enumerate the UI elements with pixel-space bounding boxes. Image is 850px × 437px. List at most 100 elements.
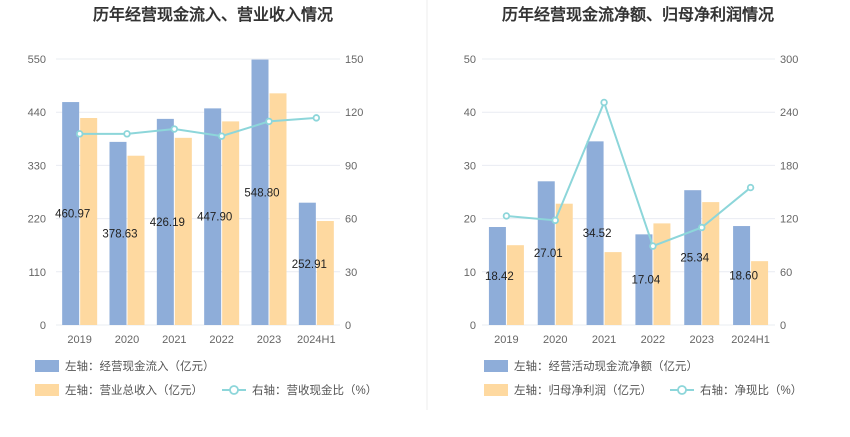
chart-panel-2: 历年经营现金流净额、归母净利润情况 0 0 10 60 20 120 30 180 40 240 5… (464, 5, 802, 397)
x-axis-tick-label: 2019 (67, 334, 91, 346)
chart-title: 历年经营现金流净额、归母净利润情况 (502, 5, 774, 24)
bar-primary (156, 118, 174, 325)
x-axis-tick-label: 2019 (494, 334, 518, 346)
chart-title: 历年经营现金流入、营业收入情况 (93, 5, 333, 24)
bar-secondary (127, 155, 145, 325)
bar-data-label: 252.91 (292, 259, 327, 271)
right-axis-tick-label: 240 (780, 107, 798, 119)
bar-data-label: 34.52 (583, 228, 612, 240)
bar-secondary (702, 202, 720, 325)
line-point (746, 183, 755, 192)
line-series (506, 99, 752, 248)
bar-secondary (316, 221, 334, 325)
line-point (75, 130, 84, 138)
bar-secondary (506, 245, 524, 325)
bar-data-label: 18.60 (729, 271, 758, 283)
bar-data-label: 460.97 (55, 209, 90, 221)
x-axis-tick-label: 2021 (162, 334, 186, 346)
right-axis-tick-label: 180 (780, 160, 798, 172)
line-point (123, 130, 131, 138)
bar-primary (586, 141, 604, 325)
x-axis-tick-label: 2024H1 (731, 334, 770, 346)
left-axis-tick-label: 40 (464, 107, 476, 119)
left-axis-tick-label: 50 (464, 54, 476, 66)
x-axis-tick-label: 2022 (641, 334, 665, 346)
x-axis-tick-label: 2020 (115, 334, 139, 346)
right-axis-tick-label: 120 (345, 107, 363, 119)
right-axis-tick-label: 30 (345, 267, 357, 279)
bar-secondary (751, 261, 769, 325)
legend-label: 左轴：经营现金流入（亿元） (65, 359, 215, 373)
bar-data-label: 27.01 (534, 248, 563, 260)
bar-primary (733, 226, 751, 325)
bar-primary (298, 202, 316, 325)
right-axis-tick-label: 90 (345, 160, 357, 172)
bar-data-label: 25.34 (680, 253, 709, 265)
bar-primary (635, 234, 653, 325)
bar-data-label: 18.42 (485, 271, 514, 283)
line-point (265, 117, 273, 126)
line-point (551, 216, 559, 225)
legend-label: 左轴：经营活动现金流净额（亿元） (514, 359, 698, 373)
legend-label: 右轴：净现比（%） (700, 383, 802, 397)
line-point (502, 212, 511, 220)
left-axis-tick-label: 220 (28, 214, 46, 226)
right-axis-tick-label: 0 (780, 320, 786, 332)
legend-swatch-marker (677, 385, 687, 395)
bar-secondary (555, 203, 573, 325)
legend-label: 右轴：营收现金比（%） (252, 383, 377, 397)
legend-swatch-secondary (35, 384, 59, 396)
line-point (312, 114, 321, 122)
bar-primary (109, 141, 127, 325)
line-point (170, 125, 179, 133)
bar-primary (488, 227, 506, 325)
left-axis-tick-label: 110 (28, 267, 46, 279)
line-series (79, 116, 317, 138)
legend-swatch-marker (229, 385, 239, 395)
x-axis-tick-label: 2022 (209, 334, 233, 346)
bar-secondary (269, 93, 287, 325)
bar-secondary (222, 121, 240, 325)
x-axis-tick-label: 2023 (257, 334, 281, 346)
legend-swatch-secondary (484, 384, 508, 396)
legend-swatch-primary (484, 360, 508, 372)
bar-secondary (604, 252, 622, 325)
x-axis-tick-label: 2020 (543, 334, 567, 346)
chart-panel-1: 历年经营现金流入、营业收入情况 0 0 110 30 220 60 330 90 440 120 5… (28, 5, 378, 397)
left-axis-tick-label: 440 (28, 107, 46, 119)
line-point (649, 242, 657, 250)
left-axis-tick-label: 30 (464, 160, 476, 172)
bar-secondary (174, 137, 192, 325)
bar-secondary (80, 118, 98, 326)
right-axis-tick-label: 60 (345, 214, 357, 226)
bar-primary (204, 108, 222, 325)
bar-data-label: 426.19 (150, 217, 185, 229)
legend-label: 左轴：营业总收入（亿元） (65, 383, 203, 397)
legend-label: 左轴：归母净利润（亿元） (514, 383, 652, 397)
bar-data-label: 548.80 (244, 187, 279, 199)
legend-swatch-primary (35, 360, 59, 372)
x-axis-tick-label: 2023 (690, 334, 714, 346)
bar-data-label: 447.90 (197, 212, 232, 224)
x-axis-tick-label: 2021 (592, 334, 616, 346)
line-point (600, 98, 608, 107)
bar-data-label: 17.04 (632, 275, 661, 287)
line-point (698, 223, 706, 232)
right-axis-tick-label: 120 (780, 214, 798, 226)
bar-primary (537, 181, 555, 325)
right-axis-tick-label: 60 (780, 267, 792, 279)
left-axis-tick-label: 0 (40, 320, 46, 332)
line-point (217, 132, 226, 140)
right-axis-tick-label: 150 (345, 54, 363, 66)
left-axis-tick-label: 20 (464, 214, 476, 226)
bar-primary (684, 190, 702, 325)
right-axis-tick-label: 0 (345, 320, 351, 332)
bar-primary (62, 102, 80, 326)
right-axis-tick-label: 300 (780, 54, 798, 66)
x-axis-tick-label: 2024H1 (297, 334, 336, 346)
left-axis-tick-label: 0 (470, 320, 476, 332)
left-axis-tick-label: 10 (464, 267, 476, 279)
left-axis-tick-label: 330 (28, 160, 46, 172)
bar-secondary (653, 223, 671, 325)
